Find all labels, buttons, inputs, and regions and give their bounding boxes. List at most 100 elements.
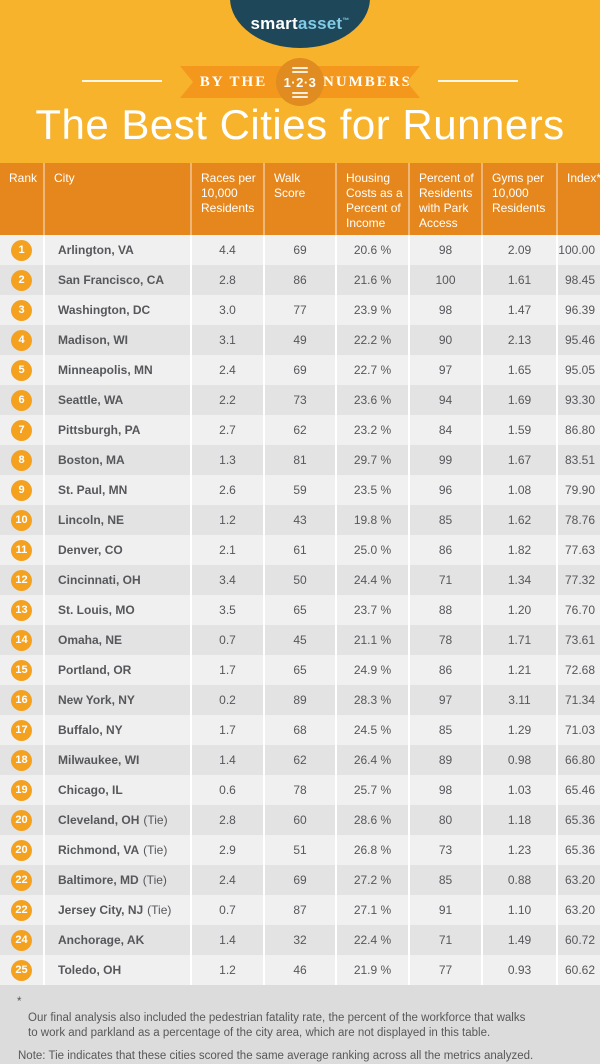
city-name: Madison, WI: [58, 333, 128, 347]
walk-cell: 50: [263, 565, 335, 595]
housing-cell: 23.9 %: [335, 295, 408, 325]
walk-cell: 69: [263, 865, 335, 895]
rank-badge: 4: [11, 329, 32, 351]
housing-cell: 29.7 %: [335, 445, 408, 475]
index-cell: 63.20: [556, 895, 600, 925]
city-cell: Cincinnati, OH: [43, 565, 190, 595]
rank-badge: 2: [11, 269, 32, 291]
city-cell: Minneapolis, MN: [43, 355, 190, 385]
rank-badge: 16: [11, 689, 32, 711]
races-cell: 2.8: [190, 805, 263, 835]
park-cell: 85: [408, 865, 481, 895]
park-cell: 98: [408, 775, 481, 805]
rank-cell: 12: [0, 565, 43, 595]
column-header-city: City: [43, 163, 190, 235]
badge-rule-top-1: [292, 66, 308, 69]
rank-cell: 25: [0, 955, 43, 985]
badge-rule-bottom-1: [292, 91, 308, 94]
park-cell: 100: [408, 265, 481, 295]
smartasset-logo-text: smartasset™: [230, 14, 370, 34]
gyms-cell: 0.93: [481, 955, 556, 985]
walk-cell: 77: [263, 295, 335, 325]
tie-label: (Tie): [143, 813, 168, 827]
rank-badge: 6: [11, 389, 32, 411]
city-cell: Baltimore, MD (Tie): [43, 865, 190, 895]
table-row: 1 Arlington, VA 4.4 69 20.6 % 98 2.09 10…: [0, 235, 600, 265]
rank-cell: 3: [0, 295, 43, 325]
rank-badge: 19: [11, 779, 32, 801]
races-cell: 2.6: [190, 475, 263, 505]
rank-badge: 17: [11, 719, 32, 741]
rank-cell: 11: [0, 535, 43, 565]
city-name: Minneapolis, MN: [58, 363, 153, 377]
rank-badge: 11: [11, 539, 32, 561]
index-cell: 96.39: [556, 295, 600, 325]
races-cell: 3.0: [190, 295, 263, 325]
tie-label: (Tie): [143, 843, 168, 857]
rank-badge: 1: [11, 239, 32, 261]
table-row: 13 St. Louis, MO 3.5 65 23.7 % 88 1.20 7…: [0, 595, 600, 625]
rank-badge: 20: [11, 809, 32, 831]
races-cell: 1.4: [190, 925, 263, 955]
park-cell: 97: [408, 355, 481, 385]
rank-cell: 7: [0, 415, 43, 445]
park-cell: 84: [408, 415, 481, 445]
table-row: 9 St. Paul, MN 2.6 59 23.5 % 96 1.08 79.…: [0, 475, 600, 505]
walk-cell: 32: [263, 925, 335, 955]
park-cell: 91: [408, 895, 481, 925]
gyms-cell: 1.59: [481, 415, 556, 445]
gyms-cell: 0.98: [481, 745, 556, 775]
index-cell: 71.03: [556, 715, 600, 745]
table-row: 18 Milwaukee, WI 1.4 62 26.4 % 89 0.98 6…: [0, 745, 600, 775]
city-cell: St. Louis, MO: [43, 595, 190, 625]
races-cell: 2.4: [190, 355, 263, 385]
city-name: Washington, DC: [58, 303, 151, 317]
walk-cell: 65: [263, 595, 335, 625]
rank-cell: 15: [0, 655, 43, 685]
park-cell: 98: [408, 295, 481, 325]
rank-cell: 5: [0, 355, 43, 385]
rank-badge: 8: [11, 449, 32, 471]
rank-badge: 24: [11, 929, 32, 951]
walk-cell: 81: [263, 445, 335, 475]
races-cell: 0.2: [190, 685, 263, 715]
park-cell: 88: [408, 595, 481, 625]
gyms-cell: 1.49: [481, 925, 556, 955]
rank-cell: 8: [0, 445, 43, 475]
rank-badge: 7: [11, 419, 32, 441]
park-cell: 85: [408, 505, 481, 535]
city-name: St. Louis, MO: [58, 603, 135, 617]
housing-cell: 22.4 %: [335, 925, 408, 955]
rank-badge: 15: [11, 659, 32, 681]
city-cell: Cleveland, OH (Tie): [43, 805, 190, 835]
index-cell: 60.72: [556, 925, 600, 955]
races-cell: 1.2: [190, 505, 263, 535]
index-cell: 73.61: [556, 625, 600, 655]
city-cell: Pittsburgh, PA: [43, 415, 190, 445]
city-name: Lincoln, NE: [58, 513, 124, 527]
city-cell: San Francisco, CA: [43, 265, 190, 295]
rank-badge: 18: [11, 749, 32, 771]
park-cell: 71: [408, 925, 481, 955]
table-row: 7 Pittsburgh, PA 2.7 62 23.2 % 84 1.59 8…: [0, 415, 600, 445]
walk-cell: 62: [263, 415, 335, 445]
city-name: Portland, OR: [58, 663, 132, 677]
city-name: Arlington, VA: [58, 243, 134, 257]
index-cell: 65.36: [556, 805, 600, 835]
park-cell: 80: [408, 805, 481, 835]
races-cell: 2.9: [190, 835, 263, 865]
city-name: New York, NY: [58, 693, 135, 707]
housing-cell: 23.6 %: [335, 385, 408, 415]
housing-cell: 25.0 %: [335, 535, 408, 565]
city-name: Buffalo, NY: [58, 723, 123, 737]
one-two-three-badge-icon: 1·2·3: [276, 58, 324, 106]
rank-cell: 1: [0, 235, 43, 265]
walk-cell: 69: [263, 235, 335, 265]
tie-label: (Tie): [147, 903, 172, 917]
gyms-cell: 1.10: [481, 895, 556, 925]
city-cell: Madison, WI: [43, 325, 190, 355]
gyms-cell: 2.09: [481, 235, 556, 265]
housing-cell: 28.3 %: [335, 685, 408, 715]
rank-badge: 12: [11, 569, 32, 591]
rank-badge: 9: [11, 479, 32, 501]
